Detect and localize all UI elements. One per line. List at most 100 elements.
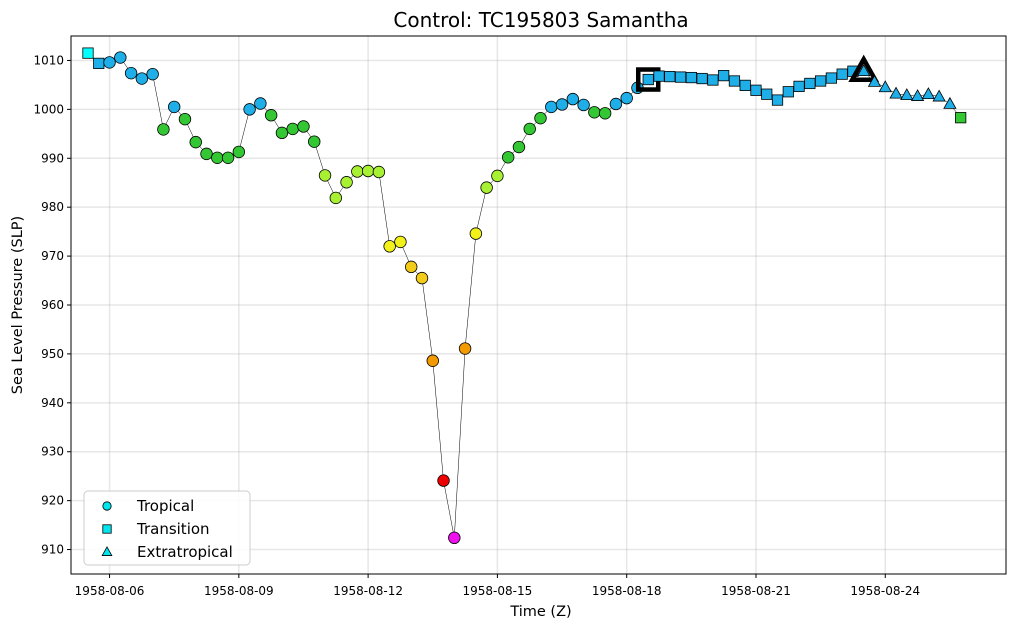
data-point-triangle <box>867 74 882 87</box>
data-point-triangle <box>921 87 936 100</box>
data-point-circle <box>437 474 450 487</box>
data-point-circle <box>458 342 472 355</box>
data-point-circle <box>491 169 504 183</box>
data-point-circle <box>318 169 332 182</box>
x-tick-label: 1958-08-12 <box>333 584 403 598</box>
data-point-square <box>955 112 967 124</box>
data-point-circle <box>480 181 493 194</box>
data-point-circle <box>609 97 623 111</box>
data-point-square <box>825 72 837 84</box>
data-point-circle <box>598 107 612 120</box>
data-point-circle <box>588 106 601 119</box>
data-point-triangle <box>900 88 914 100</box>
data-point-circle <box>232 145 246 159</box>
data-point-circle <box>157 123 170 136</box>
data-point-square <box>782 86 794 98</box>
legend-marker <box>101 546 113 556</box>
data-point-square <box>728 75 741 87</box>
grid-lines <box>71 36 1006 574</box>
data-point-circle <box>167 100 181 114</box>
data-points <box>82 47 967 545</box>
data-point-circle <box>566 92 580 106</box>
data-point-square <box>793 80 805 92</box>
data-point-triangle <box>943 96 957 109</box>
data-point-circle <box>114 51 127 64</box>
data-point-circle <box>512 140 526 154</box>
data-point-square <box>771 94 784 106</box>
y-axis-title: Sea Level Pressure (SLP) <box>10 216 26 394</box>
x-tick-label: 1958-08-15 <box>463 584 533 598</box>
data-point-circle <box>577 98 590 112</box>
legend: Tropical Transition Extratropical <box>83 490 251 566</box>
x-tick-label: 1958-08-24 <box>850 584 920 598</box>
data-point-circle <box>200 147 213 161</box>
data-point-square <box>642 73 654 86</box>
data-point-circle <box>221 151 235 164</box>
data-point-circle <box>124 66 138 80</box>
data-point-circle <box>426 354 439 367</box>
data-point-circle <box>340 176 353 189</box>
data-point-circle <box>135 72 149 85</box>
data-point-circle <box>264 109 278 122</box>
y-tick-label: 1000 <box>33 102 64 116</box>
data-point-circle <box>545 100 558 114</box>
x-tick-label: 1958-08-18 <box>592 584 662 598</box>
data-point-circle <box>243 103 256 116</box>
legend-label: Tropical <box>136 497 194 515</box>
y-tick-label: 960 <box>41 298 64 312</box>
data-point-square <box>707 74 719 86</box>
x-axis-title: Time (Z) <box>509 604 571 620</box>
x-tick-label: 1958-08-09 <box>204 584 274 598</box>
y-tick-label: 950 <box>41 347 64 361</box>
data-point-triangle <box>932 89 946 102</box>
data-point-circle <box>351 165 364 178</box>
y-tick-label: 920 <box>41 494 64 508</box>
y-tick-label: 980 <box>41 200 64 214</box>
data-point-square <box>696 72 708 85</box>
y-tick-label: 940 <box>41 396 64 410</box>
data-point-square <box>718 70 730 82</box>
data-point-square <box>836 68 848 80</box>
track-polyline <box>87 52 961 538</box>
track-line <box>87 52 961 538</box>
data-point-circle <box>189 135 202 149</box>
data-point-square <box>82 47 94 59</box>
data-point-circle <box>329 191 342 205</box>
y-tick-label: 990 <box>41 151 64 165</box>
data-point-triangle <box>889 86 903 99</box>
chart-title: Control: TC195803 Samantha <box>393 8 688 32</box>
legend-label: Transition <box>136 520 210 538</box>
legend-marker <box>102 501 112 511</box>
x-tick-label: 1958-08-21 <box>721 584 791 598</box>
data-point-square <box>664 70 676 83</box>
data-point-triangle <box>857 64 871 77</box>
data-point-square <box>674 71 687 83</box>
data-point-circle <box>620 91 633 105</box>
data-point-circle <box>146 67 159 81</box>
data-point-square <box>685 71 697 84</box>
data-point-circle <box>286 122 299 136</box>
y-axis-ticks: 910 920 930 940 950 960 970 980 990 1000 1010 <box>33 53 71 557</box>
data-point-circle <box>523 122 536 136</box>
data-point-circle <box>394 235 407 249</box>
data-point-square <box>815 75 827 87</box>
data-point-circle <box>448 531 461 545</box>
data-point-square <box>804 77 816 90</box>
data-point-square <box>750 84 762 96</box>
data-point-square <box>761 88 773 100</box>
data-point-circle <box>555 98 569 111</box>
data-point-circle <box>405 260 418 274</box>
y-tick-label: 1010 <box>33 53 64 67</box>
data-point-circle <box>178 112 192 126</box>
data-point-circle <box>415 271 429 285</box>
data-point-circle <box>383 240 396 253</box>
y-tick-label: 930 <box>41 445 64 459</box>
data-point-circle <box>308 135 321 148</box>
data-point-circle <box>469 227 483 240</box>
data-point-square <box>653 70 665 82</box>
data-point-circle <box>254 97 267 110</box>
highlight-marker <box>848 54 880 82</box>
legend-marker <box>102 524 112 534</box>
data-point-circle <box>297 120 310 133</box>
data-point-circle <box>103 56 116 69</box>
